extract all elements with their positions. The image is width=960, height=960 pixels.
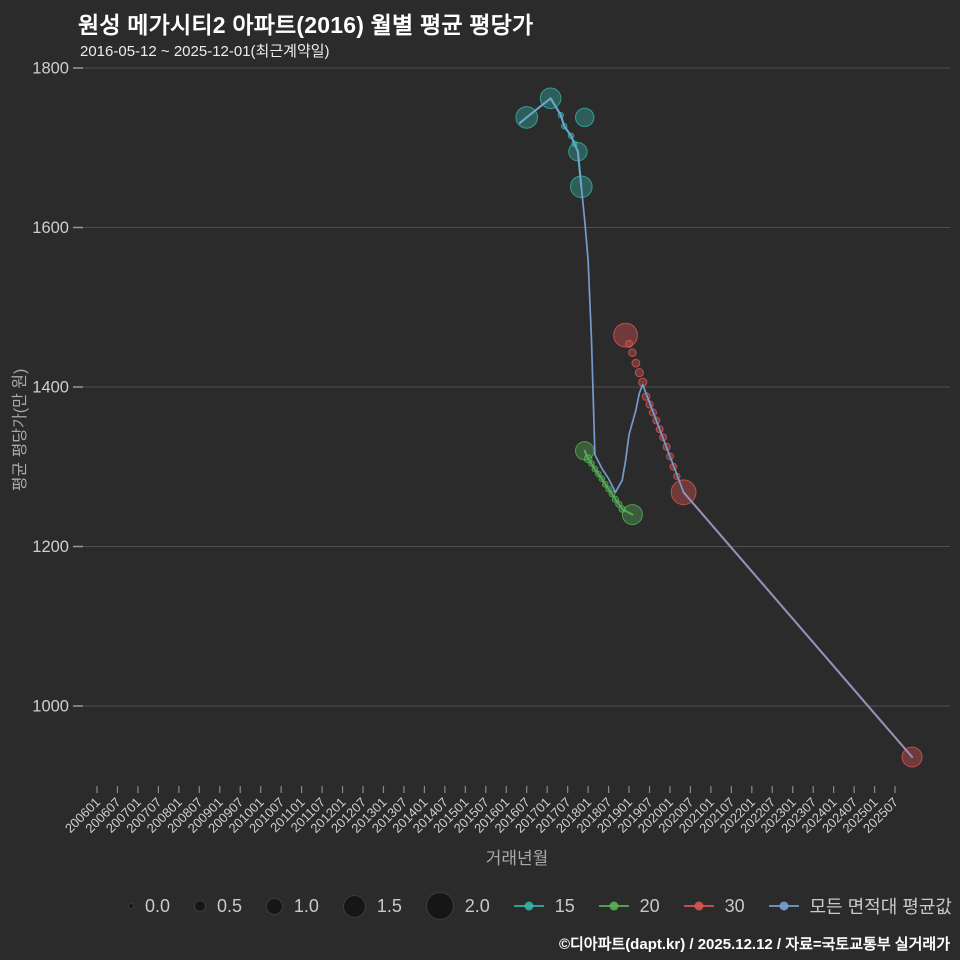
size-legend-label: 1.5 xyxy=(376,895,402,916)
series-legend-item: 15 xyxy=(513,895,575,917)
data-bubble-20 xyxy=(598,475,606,483)
legend: 0.0 0.5 1.0 1.5 2.0 15 20 30 모든 면적대 평균값 xyxy=(128,888,952,924)
data-bubble-30 xyxy=(634,368,644,378)
size-legend-item: 1.0 xyxy=(265,895,319,917)
data-bubble-15 xyxy=(575,107,595,128)
series-legend-label: 모든 면적대 평균값 xyxy=(809,897,952,917)
size-legend-dot xyxy=(265,897,283,915)
series-line-모든 면적대 평균값 xyxy=(519,97,913,758)
series-legend-label: 20 xyxy=(639,895,660,916)
data-bubble-30 xyxy=(631,358,641,368)
data-bubble-20 xyxy=(621,504,643,526)
chart-subtitle: 2016-05-12 ~ 2025-12-01(최근계약일) xyxy=(80,43,330,60)
x-axis-title: 거래년월 xyxy=(485,849,549,868)
data-bubble-20 xyxy=(605,485,612,493)
footer-credit: ©디아파트(dapt.kr) / 2025.12.12 / 자료=국토교통부 실… xyxy=(558,936,950,953)
series-legend-item: 20 xyxy=(598,895,660,917)
data-bubble-20 xyxy=(588,460,595,467)
series-line-20 xyxy=(583,449,634,516)
data-bubble-20 xyxy=(601,481,609,488)
series-legend-marker xyxy=(683,901,714,911)
series-legend-item: 모든 면적대 평균값 xyxy=(768,893,952,919)
data-bubble-20 xyxy=(591,465,599,473)
data-bubble-20 xyxy=(608,490,616,498)
size-legend-item: 2.0 xyxy=(425,892,490,920)
size-legend-item: 0.5 xyxy=(193,895,242,917)
data-bubble-20 xyxy=(615,500,623,508)
page-title: 원성 메가시티2 아파트(2016) 월별 평균 평당가 xyxy=(78,12,534,38)
y-tick-label: 1200 xyxy=(32,538,69,556)
size-legend-label: 2.0 xyxy=(464,895,490,916)
size-legend-dot xyxy=(128,903,134,909)
series-legend-marker xyxy=(768,901,799,911)
y-tick-label: 1400 xyxy=(32,379,69,397)
size-legend-dot xyxy=(193,900,206,912)
size-legend-dot xyxy=(425,892,454,920)
size-legend-item: 0.0 xyxy=(128,896,170,917)
series-legend-label: 30 xyxy=(724,895,745,916)
data-bubble-20 xyxy=(595,470,602,478)
series-legend-item: 30 xyxy=(683,895,745,917)
size-legend-label: 0.0 xyxy=(145,895,171,916)
size-legend-label: 0.5 xyxy=(216,895,242,916)
data-bubble-30 xyxy=(624,339,634,348)
y-tick-label: 1000 xyxy=(32,698,69,716)
series-legend-marker xyxy=(513,901,544,911)
y-tick-label: 1600 xyxy=(32,219,69,237)
size-legend-label: 1.0 xyxy=(293,895,319,916)
size-legend-item: 1.5 xyxy=(342,894,402,918)
data-bubble-30 xyxy=(628,348,637,358)
y-tick-label: 1800 xyxy=(32,60,69,78)
series-legend-label: 15 xyxy=(554,895,575,916)
size-legend-dot xyxy=(342,894,366,918)
data-bubble-20 xyxy=(611,495,620,503)
series-legend-marker xyxy=(598,901,629,911)
